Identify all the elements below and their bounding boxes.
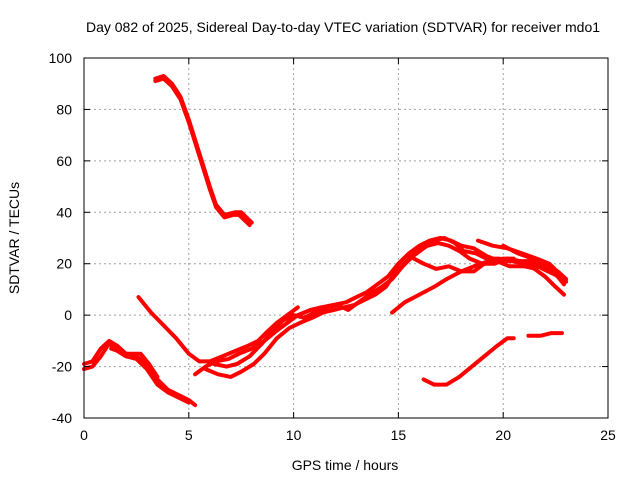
x-tick-label: 15 [391, 427, 407, 443]
x-tick-label: 10 [286, 427, 302, 443]
series-line-track-15 [526, 331, 564, 338]
y-tick-label: 0 [64, 307, 72, 323]
y-tick-label: 100 [49, 50, 73, 66]
y-tick-label: -20 [52, 359, 72, 375]
series-line-track-13 [501, 243, 569, 282]
series-line-track-6 [136, 295, 300, 364]
y-axis-label: SDTVAR / TECUs [6, 182, 22, 294]
x-tick-label: 25 [600, 427, 616, 443]
y-tick-label: 20 [56, 256, 72, 272]
series-line-track-1 [82, 338, 198, 408]
axis-ticks: 0 5 10 15 20 25 -40 -20 0 20 40 60 80 100 [49, 50, 616, 443]
plot-frame [83, 57, 609, 419]
y-tick-label: 40 [56, 204, 72, 220]
series-line-track-2 [82, 341, 191, 405]
chart-title: Day 082 of 2025, Sidereal Day-to-day VTE… [86, 19, 600, 35]
x-tick-label: 5 [185, 427, 193, 443]
series-line-track-3 [109, 346, 160, 379]
y-tick-label: 60 [56, 153, 72, 169]
x-tick-label: 20 [495, 427, 511, 443]
x-axis-label: GPS time / hours [292, 457, 399, 473]
y-tick-label: 80 [56, 101, 72, 117]
series-line-track-5 [153, 74, 254, 225]
series-line-track-14 [421, 336, 516, 387]
series-line-track-11 [406, 254, 539, 274]
x-tick-label: 0 [80, 427, 88, 443]
grid [84, 58, 608, 418]
y-tick-label: -40 [52, 410, 72, 426]
data-series [82, 74, 569, 408]
